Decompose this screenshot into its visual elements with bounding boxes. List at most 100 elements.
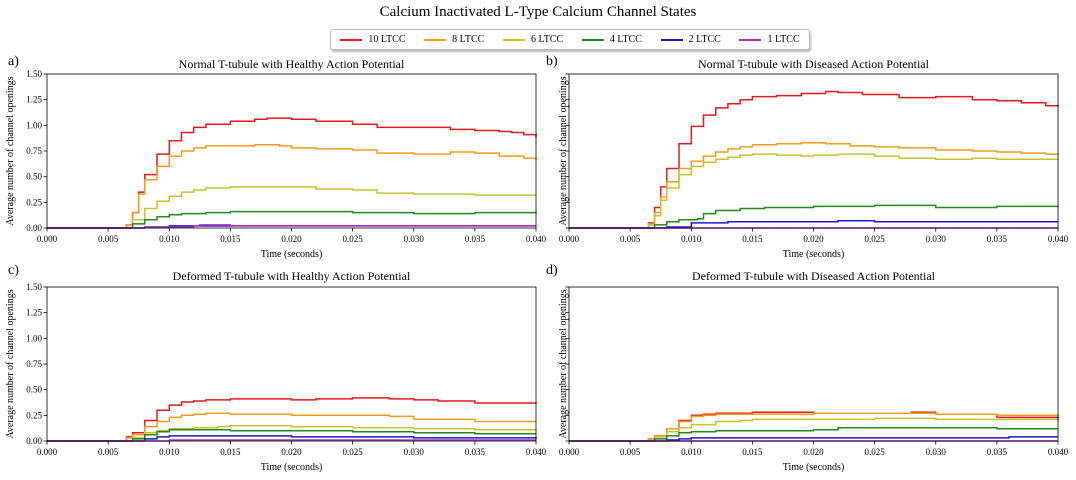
series-line-2-ltcc (47, 435, 537, 442)
x-tick-label: 0.000 (559, 234, 580, 244)
legend-label: 2 LTCC (688, 34, 721, 45)
y-tick-label: 0.25 (26, 410, 42, 420)
x-tick-label: 0.020 (281, 234, 302, 244)
x-tick-label: 0.040 (1048, 447, 1069, 457)
legend-entry-10-ltcc: 10 LTCC (340, 34, 405, 45)
legend-label: 10 LTCC (368, 34, 406, 45)
x-axis-label: Time (seconds) (261, 462, 323, 473)
figure-title: Calcium Inactivated L-Type Calcium Chann… (379, 4, 697, 20)
x-tick-label: 0.030 (926, 447, 947, 457)
panel-d-title: Deformed T-tubule with Diseased Action P… (692, 269, 935, 283)
y-axis-label: Average number of channel openings (558, 76, 569, 225)
y-tick-label: 0.50 (26, 385, 42, 395)
series-line-4-ltcc (47, 210, 537, 229)
x-tick-label: 0.020 (281, 447, 302, 457)
x-tick-label: 0.010 (159, 234, 180, 244)
legend-swatch (739, 38, 762, 41)
series-line-8-ltcc (47, 144, 537, 229)
x-tick-label: 0.035 (987, 234, 1008, 244)
series-line-10-ltcc (47, 117, 537, 229)
legend-label: 4 LTCC (609, 34, 642, 45)
plot-panel-3: 0.000 0.005 0.010 0.015 0.020 0.025 0.030 0.035… (5, 282, 547, 473)
legend-label: 1 LTCC (767, 34, 800, 45)
y-tick-label: 1.50 (26, 69, 42, 79)
x-tick-label: 0.025 (343, 447, 364, 457)
series-line-8-ltcc (47, 412, 536, 442)
x-tick-label: 0.040 (526, 447, 547, 457)
series-line-8-ltcc (569, 142, 1059, 229)
plot-area (47, 287, 536, 441)
x-tick-label: 0.005 (620, 234, 641, 244)
series-line-10-ltcc (569, 90, 1059, 229)
legend-swatch (340, 38, 363, 41)
y-tick-label: 0.75 (26, 359, 42, 369)
legend-label: 8 LTCC (452, 34, 485, 45)
y-tick-label: 1.00 (26, 120, 42, 130)
panel-b-letter: b) (546, 54, 558, 69)
x-axis-label: Time (seconds) (783, 462, 845, 473)
panel-a-letter: a) (8, 54, 19, 69)
x-tick-label: 0.000 (37, 234, 58, 244)
y-tick-label: 0.25 (26, 197, 42, 207)
panel-d-letter: d) (546, 263, 558, 278)
panel-c-title: Deformed T-tubule with Healthy Action Po… (172, 269, 411, 283)
legend-entry-4-ltcc: 4 LTCC (581, 34, 642, 45)
y-axis-label: Average number of channel openings (5, 289, 16, 438)
x-tick-label: 0.005 (620, 447, 641, 457)
legend-swatch (424, 38, 447, 41)
plot-panel-1: 0.000 0.005 0.010 0.015 0.020 0.025 0.030 0.035… (5, 69, 547, 260)
legend-entry-6-ltcc: 6 LTCC (503, 34, 563, 45)
y-tick-label: 1.25 (26, 308, 42, 318)
legend-swatch (660, 38, 683, 41)
legend-label: 6 LTCC (531, 34, 564, 45)
plot-panel-2: 0.000 0.005 0.010 0.015 0.020 0.025 0.030 0.035… (558, 73, 1069, 260)
plot-panel-4: 0.000 0.005 0.010 0.015 0.020 0.025 0.030 0.035… (558, 286, 1069, 473)
x-tick-label: 0.025 (865, 234, 886, 244)
x-tick-label: 0.035 (465, 234, 486, 244)
x-tick-label: 0.040 (1048, 234, 1069, 244)
plot-area (569, 287, 1058, 441)
x-tick-label: 0.005 (98, 447, 119, 457)
legend: 10 LTCC 8 LTCC 6 LTCC 4 LTCC 2 LTCC 1 LT… (330, 29, 810, 50)
x-tick-label: 0.030 (926, 234, 947, 244)
x-tick-label: 0.020 (803, 447, 824, 457)
y-tick-label: 1.25 (26, 95, 42, 105)
legend-entry-2-ltcc: 2 LTCC (660, 34, 721, 45)
legend-entry-8-ltcc: 8 LTCC (424, 34, 484, 45)
x-tick-label: 0.035 (465, 447, 486, 457)
panel-b-title: Normal T-tubule with Diseased Action Pot… (698, 57, 929, 71)
x-tick-label: 0.025 (343, 234, 364, 244)
y-tick-label: 0.50 (26, 172, 42, 182)
panel-c-letter: c) (8, 263, 19, 278)
legend-swatch (503, 38, 525, 41)
x-tick-label: 0.015 (742, 234, 763, 244)
x-tick-label: 0.030 (404, 447, 425, 457)
y-tick-label: 0.00 (26, 436, 42, 446)
y-tick-label: 1.00 (26, 333, 42, 343)
x-tick-label: 0.015 (742, 447, 763, 457)
y-axis-label: Average number of channel openings (558, 289, 569, 438)
x-tick-label: 0.010 (159, 447, 180, 457)
series-line-6-ltcc (569, 417, 1059, 442)
x-tick-label: 0.015 (220, 234, 241, 244)
x-tick-label: 0.025 (865, 447, 886, 457)
x-tick-label: 0.015 (220, 447, 241, 457)
legend-entry-1-ltcc: 1 LTCC (739, 34, 800, 45)
panel-a-title: Normal T-tubule with Healthy Action Pote… (178, 57, 405, 71)
series-line-6-ltcc (47, 186, 536, 229)
x-tick-label: 0.010 (681, 447, 702, 457)
legend-swatch (581, 38, 604, 41)
x-tick-label: 0.005 (98, 234, 119, 244)
x-axis-label: Time (seconds) (261, 249, 323, 260)
y-tick-label: 0.00 (26, 223, 42, 233)
series-line-4-ltcc (569, 426, 1058, 442)
plot-area (47, 74, 536, 228)
series-line-4-ltcc (47, 428, 536, 442)
x-tick-label: 0.040 (526, 234, 547, 244)
x-tick-label: 0.020 (803, 234, 824, 244)
series-line-4-ltcc (569, 204, 1059, 229)
x-tick-label: 0.030 (404, 234, 425, 244)
x-tick-label: 0.000 (559, 447, 580, 457)
series-line-1-ltcc (47, 224, 536, 229)
